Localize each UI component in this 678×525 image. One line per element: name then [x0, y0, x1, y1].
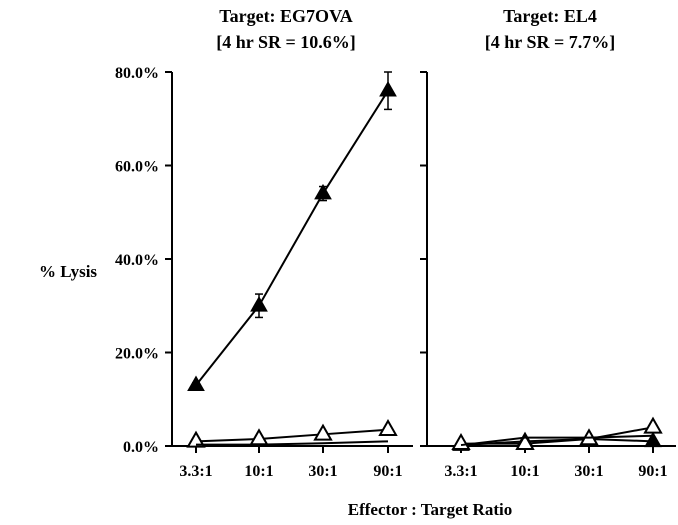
left-title: Target: EG7OVA [219, 6, 353, 26]
right-x-tick-label: 10:1 [510, 463, 539, 480]
left-y-tick-label: 20.0% [115, 346, 159, 363]
y-axis-label: % Lysis [39, 262, 97, 281]
left-series-0-point [379, 81, 397, 97]
left-series-0-point [314, 183, 332, 200]
left-x-tick-label: 10:1 [244, 463, 273, 480]
left-series-0-point [187, 375, 205, 392]
left-series-1-line [195, 428, 389, 443]
right-series-1-point [643, 416, 663, 434]
x-axis-label: Effector : Target Ratio [348, 500, 512, 519]
right-series-2-line [460, 434, 654, 447]
right-series-1-point [451, 432, 471, 450]
left-x-tick-label: 30:1 [308, 463, 337, 480]
left-x-tick-label: 3.3:1 [179, 463, 212, 480]
right-x-tick-label: 30:1 [574, 463, 603, 480]
left-y-tick-label: 40.0% [115, 252, 159, 269]
right-series-1-line [461, 426, 654, 445]
right-series-0-point [644, 431, 662, 448]
left-series-1-point [186, 430, 206, 448]
left-series-1-point [249, 428, 269, 446]
left-series-2-line [196, 440, 389, 446]
right-subtitle: [4 hr SR = 7.7%] [485, 32, 615, 52]
left-y-tick-label: 60.0% [115, 159, 159, 176]
right-x-tick-label: 90:1 [638, 463, 667, 480]
left-series-0-line [195, 90, 389, 386]
left-panel: 0.0% 20.0% 40.0% 60.0% 80.0% 3.3:1 10:1 30:1 90:… [115, 65, 413, 480]
left-y-tick-label: 0.0% [123, 439, 159, 456]
left-y-tick-label: 80.0% [115, 65, 159, 82]
left-series-0-point [250, 296, 268, 312]
left-subtitle: [4 hr SR = 10.6%] [216, 32, 355, 52]
right-x-tick-label: 3.3:1 [444, 463, 477, 480]
left-series-1-point [378, 418, 398, 436]
right-title: Target: EL4 [503, 6, 597, 26]
left-x-tick-label: 90:1 [373, 463, 402, 480]
right-panel: 3.3:1 10:1 30:1 90:1 [420, 71, 676, 480]
right-series-1-point [515, 432, 535, 450]
left-series-1-point [313, 423, 333, 441]
